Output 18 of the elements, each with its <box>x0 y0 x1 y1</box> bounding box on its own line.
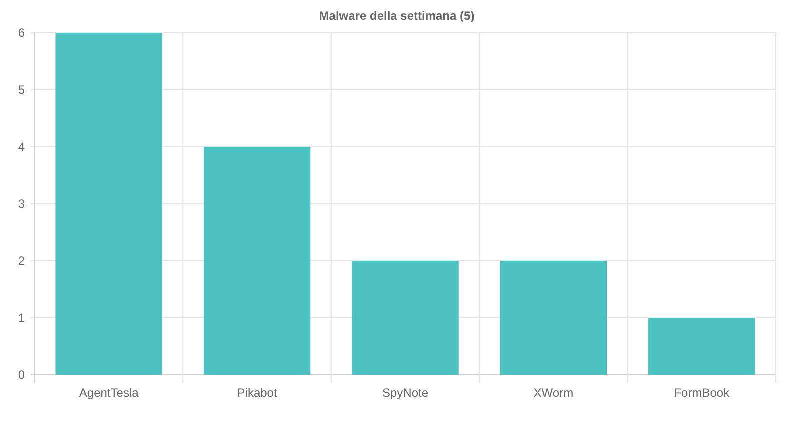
y-tick-label: 1 <box>18 311 26 326</box>
x-tick-label: Pikabot <box>237 386 278 400</box>
x-tick-label: SpyNote <box>382 386 429 400</box>
y-tick-label: 2 <box>18 254 26 268</box>
x-tick-label: AgentTesla <box>79 386 140 400</box>
y-tick-label: 6 <box>18 26 26 40</box>
y-tick-label: 4 <box>18 140 26 154</box>
y-tick-label: 3 <box>18 197 26 212</box>
bar <box>648 318 756 375</box>
x-tick-label: FormBook <box>674 386 731 400</box>
y-tick-label: 5 <box>18 83 26 98</box>
chart-title: Malware della settimana (5) <box>319 9 475 23</box>
bar <box>500 261 608 375</box>
x-tick-label: XWorm <box>534 386 574 400</box>
bar <box>56 33 162 375</box>
bar <box>204 147 311 375</box>
y-tick-label: 0 <box>18 368 26 382</box>
bar <box>352 261 459 375</box>
